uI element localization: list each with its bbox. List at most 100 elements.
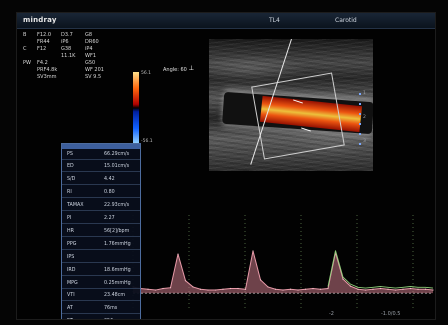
- measurement-row: S/D 4.42: [62, 176, 140, 186]
- measurement-row: TAMAX 22.93cm/s: [62, 202, 140, 212]
- measurement-name: VTI: [67, 293, 75, 299]
- auto-trace-envelope: [327, 250, 434, 289]
- measurement-value: 56[2]/bpm: [104, 228, 130, 234]
- doppler-point: [244, 288, 247, 290]
- doppler-point: [282, 289, 284, 291]
- doppler-point: [342, 278, 344, 280]
- measurement-name: PI: [67, 216, 72, 221]
- doppler-point: [184, 280, 187, 282]
- doppler-point: [252, 250, 254, 252]
- doppler-point: [304, 288, 307, 290]
- doppler-point: [372, 288, 374, 290]
- measurement-row: PI 2.27: [62, 215, 140, 225]
- measurement-value: 18.6mmHg: [104, 267, 131, 273]
- measurement-name: AT: [67, 306, 73, 312]
- param-row: PW F4.2 G50: [23, 60, 96, 66]
- doppler-point: [169, 287, 172, 289]
- measurement-name: HR: [67, 228, 74, 234]
- measurement-row: HR 56[2]/bpm: [62, 227, 140, 237]
- measurement-value: 356ms: [104, 319, 120, 320]
- doppler-point: [364, 289, 367, 291]
- measurement-value: 4.42: [104, 177, 115, 183]
- measurement-value: 76ms: [104, 306, 118, 312]
- preset-label: Carotid: [335, 17, 357, 24]
- doppler-point: [229, 287, 232, 290]
- measurement-row: VTI 23.48cm: [62, 292, 140, 302]
- param-row: SV3mm SV 9.5: [37, 74, 102, 80]
- measurement-row: ED 15.01cm/s: [62, 163, 140, 173]
- measurement-name: RI: [67, 190, 72, 196]
- spectral-doppler-chart[interactable]: -2 -1.0/0.5: [129, 209, 436, 320]
- imaging-params-panel: B F12.0 D3.7 G8 FR44 iP6 DR60 C F12 G38 iP4 11.1…: [23, 32, 143, 92]
- doppler-point: [289, 288, 292, 290]
- angle-readout: Angle: 60: [163, 67, 187, 73]
- doppler-point: [387, 288, 389, 290]
- doppler-point: [199, 288, 202, 290]
- measurement-name: ET: [67, 319, 73, 320]
- color-scale-min: -56.1: [141, 139, 153, 144]
- doppler-point: [417, 288, 419, 290]
- measurement-name: PPG: [67, 241, 77, 247]
- measurement-row: IRD 18.6mmHg: [62, 266, 140, 276]
- doppler-point: [154, 289, 157, 291]
- depth-tick: 3: [363, 139, 366, 144]
- measurement-value: 0.25mmHg: [104, 280, 131, 286]
- velocity-axis: 100 50 0: [435, 183, 436, 320]
- measurement-results-panel[interactable]: PS 66.29cm/s ED 15.01cm/s S/D 4.42 RI 0.80 TAMAX…: [61, 143, 141, 320]
- doppler-point: [207, 289, 209, 291]
- doppler-point: [432, 289, 434, 291]
- brand-logo: mindray: [23, 16, 57, 24]
- measurement-row: AT 76ms: [62, 305, 140, 315]
- measurement-value: 0.80: [104, 190, 115, 196]
- doppler-point: [259, 279, 262, 281]
- measurement-name: IRD: [67, 267, 76, 273]
- doppler-point: [267, 286, 269, 288]
- measurement-name: TAMAX: [67, 203, 84, 209]
- doppler-point: [162, 287, 164, 290]
- doppler-point: [192, 286, 194, 288]
- ultrasound-screen: mindray TL4 Carotid B F12.0 D3.7 G8 FR44 iP6…: [16, 12, 436, 320]
- doppler-point: [312, 287, 314, 290]
- measurement-value: 15.01cm/s: [104, 164, 130, 170]
- doppler-point: [409, 287, 412, 290]
- depth-tick: 1: [363, 91, 366, 96]
- param-row: C F12 G38 iP4: [23, 46, 93, 52]
- param-row: 11.1K WF1: [61, 53, 97, 59]
- probe-label: TL4: [269, 17, 280, 24]
- measurement-name: S/D: [67, 177, 76, 183]
- depth-scale: 1 2 3: [357, 91, 366, 173]
- measurement-value: 66.29cm/s: [104, 151, 130, 157]
- doppler-point: [214, 289, 217, 291]
- x-tick-label: -1.0/0.5: [381, 311, 400, 317]
- measurement-row: ET 356ms: [62, 318, 140, 320]
- param-row: PRF4.8k WF 201: [37, 67, 104, 73]
- doppler-point: [237, 287, 239, 290]
- measurement-name: PS: [67, 151, 73, 157]
- doppler-point: [297, 289, 299, 291]
- param-row: B F12.0 D3.7 G8: [23, 32, 93, 38]
- doppler-point: [222, 288, 224, 290]
- doppler-point: [147, 288, 149, 290]
- measurement-row: PPG 1.76mmHg: [62, 240, 140, 250]
- color-scale-max: 56.1: [141, 71, 152, 76]
- measurement-value: 23.48cm: [104, 293, 126, 299]
- depth-tick: 2: [363, 115, 366, 120]
- doppler-point: [357, 288, 359, 290]
- measurement-value: 1.76mmHg: [104, 241, 131, 247]
- color-velocity-scale: [133, 72, 139, 144]
- doppler-point: [379, 287, 382, 290]
- doppler-point: [274, 288, 277, 290]
- measurement-row: PS 66.29cm/s: [62, 150, 140, 160]
- doppler-point: [177, 253, 179, 255]
- measurement-row: IPS: [62, 253, 140, 263]
- measurement-value: 22.93cm/s: [104, 203, 130, 209]
- measurement-value: 2.27: [104, 216, 115, 221]
- bmode-image[interactable]: [209, 39, 373, 171]
- doppler-point: [327, 287, 329, 290]
- measurement-row: MPG 0.25mmHg: [62, 279, 140, 289]
- param-row: FR44 iP6 DR60: [37, 39, 99, 45]
- doppler-point: [319, 288, 322, 290]
- top-status-bar: mindray TL4 Carotid: [17, 13, 435, 29]
- doppler-point: [394, 289, 397, 291]
- angle-correction-icon: ⟂: [189, 64, 194, 72]
